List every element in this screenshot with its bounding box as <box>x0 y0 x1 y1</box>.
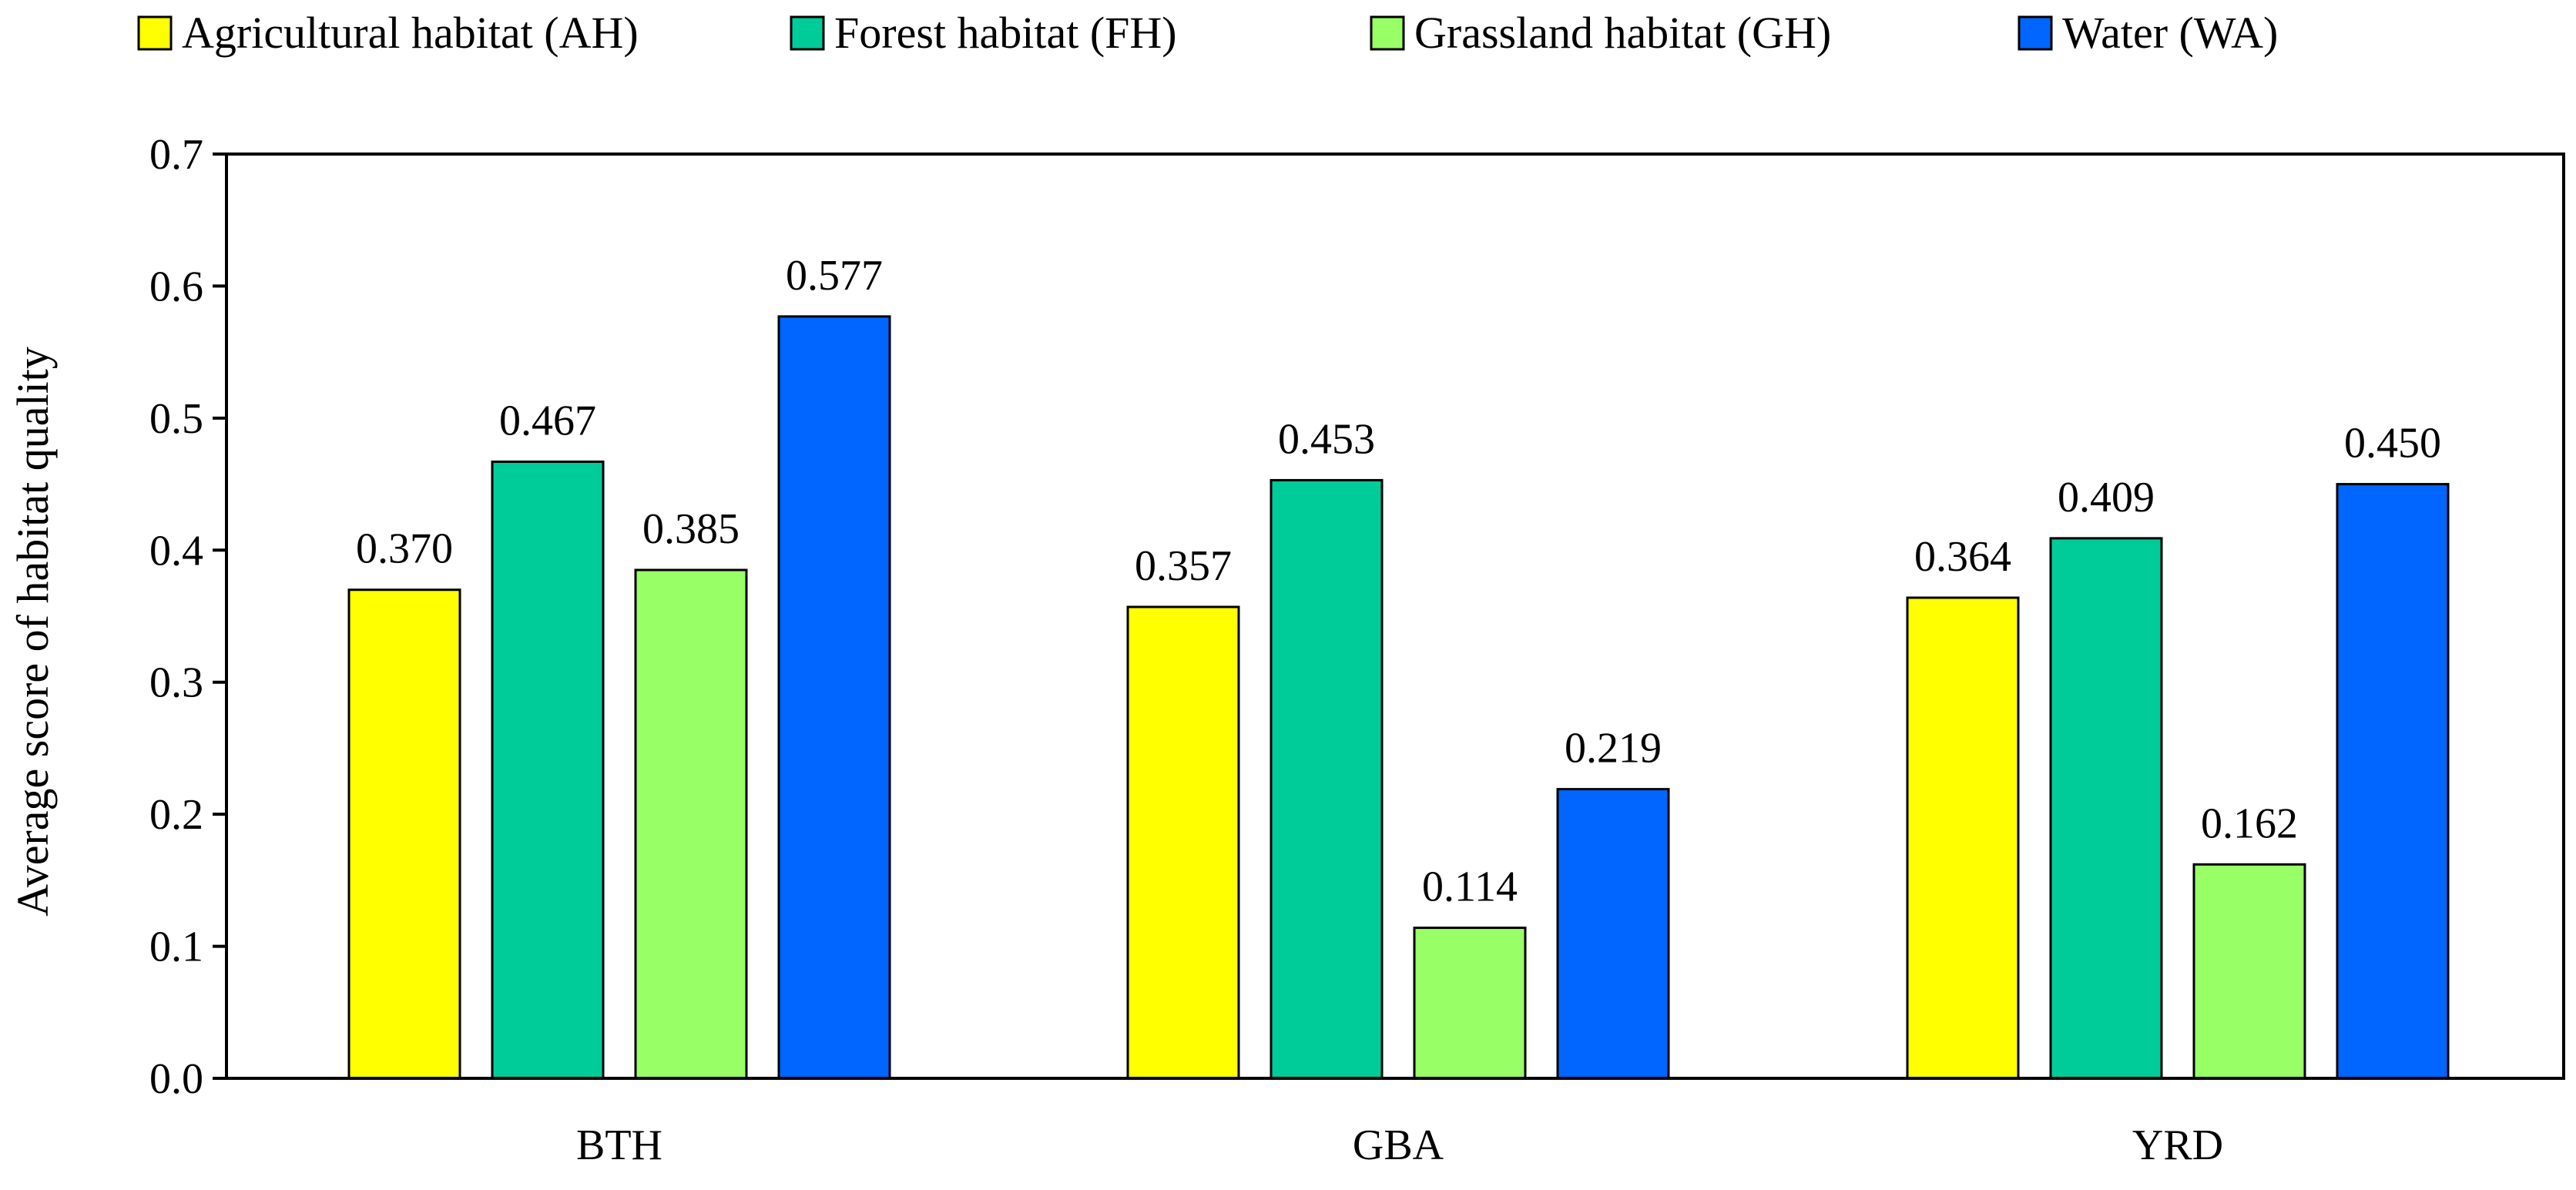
bar-value-label: 0.357 <box>1135 542 1232 590</box>
bars <box>347 315 2450 1080</box>
legend-swatch <box>137 15 173 51</box>
plot-area-frame <box>225 153 2565 1080</box>
y-axis-ticks: 0.0 0.1 0.2 0.3 0.4 0.5 0.6 0.7 <box>149 131 226 1103</box>
bar-yrd-4 <box>2336 483 2450 1080</box>
legend-swatch <box>790 15 825 51</box>
bar-gba-3 <box>1413 927 1527 1080</box>
legend: Agricultural habitat (AH) Forest habitat … <box>137 8 2278 58</box>
bar-yrd-3 <box>2192 863 2306 1080</box>
bar-value-label: 0.450 <box>2344 420 2441 468</box>
bar-yrd-1 <box>1906 596 2020 1080</box>
bar-value-label: 0.467 <box>499 397 596 444</box>
bar-value-label: 0.385 <box>642 505 740 553</box>
y-tick-label: 0.1 <box>149 924 203 971</box>
bar-bth-3 <box>634 568 748 1080</box>
bar-value-label: 0.219 <box>1565 725 1662 773</box>
y-tick-label: 0.0 <box>149 1055 203 1103</box>
y-tick-label: 0.3 <box>149 659 203 707</box>
x-tick-label-bth: BTH <box>576 1121 662 1169</box>
bar-gba-2 <box>1270 478 1384 1080</box>
y-tick-label: 0.6 <box>149 263 203 310</box>
bar-yrd-2 <box>2049 537 2163 1080</box>
bar-value-label: 0.364 <box>1914 533 2011 581</box>
y-tick-label: 0.5 <box>149 395 203 443</box>
y-tick-label: 0.2 <box>149 791 203 839</box>
y-tick-label: 0.7 <box>149 131 203 179</box>
bar-value-label: 0.114 <box>1422 863 1518 911</box>
y-tick-label: 0.4 <box>149 527 203 575</box>
x-axis-ticks: BTH GBA YRD <box>576 1121 2223 1169</box>
legend-swatch <box>2018 15 2053 51</box>
bar-value-labels: 0.370 0.467 0.385 0.577 0.357 0.453 0.114 0.219… <box>356 252 2441 911</box>
legend-label: Water (WA) <box>2062 8 2278 58</box>
bar-value-label: 0.162 <box>2201 799 2298 847</box>
bar-bth-1 <box>347 588 461 1080</box>
legend-label: Forest habitat (FH) <box>834 8 1177 58</box>
x-tick-label-gba: GBA <box>1353 1121 1444 1169</box>
bar-value-label: 0.409 <box>2058 474 2155 521</box>
legend-label: Agricultural habitat (AH) <box>182 8 639 58</box>
bar-value-label: 0.370 <box>356 525 453 573</box>
x-tick-label-yrd: YRD <box>2132 1121 2223 1169</box>
bar-value-label: 0.577 <box>786 252 883 300</box>
legend-label: Grassland habitat (GH) <box>1414 8 1831 58</box>
bar-gba-4 <box>1556 788 1670 1080</box>
bar-bth-2 <box>491 460 605 1080</box>
bar-value-label: 0.453 <box>1278 415 1375 463</box>
y-axis-label: Average score of habitat quality <box>8 347 58 917</box>
legend-swatch <box>1370 15 1405 51</box>
bar-bth-4 <box>777 315 891 1080</box>
bar-gba-1 <box>1126 605 1240 1080</box>
